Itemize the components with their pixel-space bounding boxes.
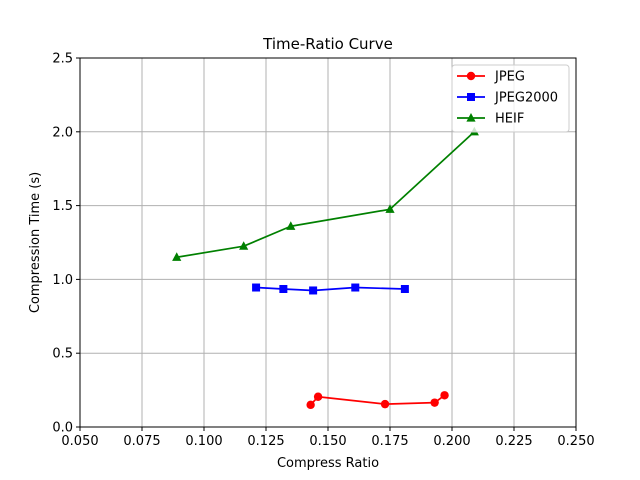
legend-label-heif: HEIF bbox=[495, 112, 524, 127]
data-point-heif bbox=[385, 204, 395, 213]
legend-label-jpeg2000: JPEG2000 bbox=[494, 91, 558, 106]
data-point-jpeg bbox=[306, 400, 315, 410]
series-jpeg bbox=[306, 391, 449, 410]
legend-box bbox=[451, 64, 570, 133]
x-tick-label: 0.100 bbox=[185, 434, 222, 449]
y-tick-label: 1.0 bbox=[52, 273, 73, 288]
series-jpeg2000 bbox=[252, 283, 409, 295]
data-point-heif bbox=[172, 252, 182, 261]
legend-entry-jpeg: JPEG bbox=[457, 70, 525, 85]
legend-marker-jpeg2000 bbox=[467, 93, 475, 101]
y-tick-label: 0.0 bbox=[52, 421, 73, 436]
data-point-jpeg2000 bbox=[400, 284, 409, 293]
y-tick-label: 1.5 bbox=[52, 199, 73, 214]
legend: JPEG JPEG2000 HEIF bbox=[451, 64, 570, 133]
y-axis-title: Compression Time (s) bbox=[28, 172, 43, 313]
x-tick-label: 0.225 bbox=[495, 434, 532, 449]
data-point-heif bbox=[239, 241, 249, 250]
x-axis-title: Compress Ratio bbox=[277, 456, 379, 471]
x-tick-label: 0.125 bbox=[247, 434, 284, 449]
y-tick-label: 2.0 bbox=[52, 125, 73, 140]
data-point-jpeg2000 bbox=[252, 283, 261, 292]
legend-entry-heif: HEIF bbox=[457, 112, 524, 127]
plot-series bbox=[172, 126, 479, 410]
data-point-heif bbox=[286, 221, 296, 230]
x-tick-label: 0.175 bbox=[371, 434, 408, 449]
x-tick-label: 0.050 bbox=[61, 434, 98, 449]
data-point-jpeg bbox=[430, 398, 439, 407]
x-tick-label: 0.150 bbox=[309, 434, 346, 449]
legend-marker-jpeg bbox=[466, 71, 476, 81]
chart-title: Time-Ratio Curve bbox=[262, 35, 393, 53]
x-tick-label: 0.200 bbox=[433, 434, 470, 449]
data-point-jpeg bbox=[313, 392, 323, 401]
x-tick-label: 0.075 bbox=[123, 434, 160, 449]
x-tick-label: 0.250 bbox=[557, 434, 594, 449]
legend-label-jpeg: JPEG bbox=[494, 70, 525, 85]
axis-ticks: 0.050 0.075 0.100 0.125 0.150 0.175 0.200 0.225… bbox=[52, 52, 594, 450]
data-point-jpeg bbox=[380, 399, 390, 409]
data-point-jpeg2000 bbox=[351, 283, 360, 292]
data-point-jpeg2000 bbox=[279, 284, 288, 293]
y-tick-label: 2.5 bbox=[52, 52, 73, 67]
data-point-jpeg bbox=[440, 391, 449, 400]
legend-entry-jpeg2000: JPEG2000 bbox=[457, 91, 558, 106]
series-heif bbox=[172, 126, 479, 261]
legend-marker-heif bbox=[466, 113, 476, 122]
data-point-jpeg2000 bbox=[309, 286, 318, 295]
y-tick-label: 0.5 bbox=[52, 347, 73, 362]
